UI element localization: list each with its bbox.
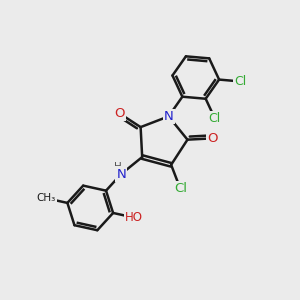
- Text: Cl: Cl: [209, 112, 221, 125]
- Text: Cl: Cl: [235, 75, 247, 88]
- Text: N: N: [164, 110, 173, 123]
- Text: O: O: [207, 132, 217, 145]
- Text: O: O: [115, 107, 125, 120]
- Text: HO: HO: [125, 211, 143, 224]
- Text: Cl: Cl: [174, 182, 187, 195]
- Text: H: H: [114, 162, 122, 172]
- Text: N: N: [116, 167, 126, 181]
- Text: CH₃: CH₃: [37, 193, 56, 203]
